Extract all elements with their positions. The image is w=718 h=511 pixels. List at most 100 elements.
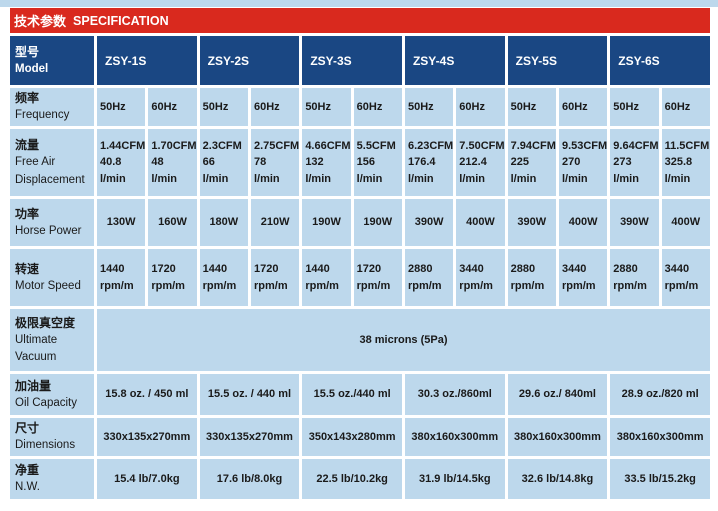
vacuum-label: 极限真空度 Ultimate Vacuum <box>10 309 94 371</box>
model-value: ZSY-2S <box>199 36 300 85</box>
flow-cfm: 7.50CFM <box>459 139 505 152</box>
flow-cfm: 2.75CFM <box>253 139 300 152</box>
frequency-label-en: Frequency <box>15 109 70 122</box>
flow-unit: l/min <box>151 172 177 185</box>
speed-unit: rpm/m <box>100 279 134 292</box>
flow-cfm: 7.94CFM <box>510 139 556 152</box>
flow-cfm: 9.64CFM <box>613 139 659 152</box>
weight-value: 33.5 lb/15.2kg <box>610 459 710 499</box>
row-dimensions: 尺寸 Dimensions 330x135x270mm 330x135x270m… <box>10 418 710 456</box>
dimensions-value: 380x160x300mm <box>404 418 505 456</box>
row-oil-capacity: 加油量 Oil Capacity 15.8 oz. / 450 ml 15.5 … <box>10 374 710 415</box>
flow-unit: l/min <box>407 172 434 185</box>
section-header: 技术参数 SPECIFICATION <box>10 8 710 33</box>
flow-cfm: 2.3CFM <box>202 139 242 152</box>
dimensions-value: 330x135x270mm <box>199 418 300 456</box>
flow-value: 6.23CFM 176.4 l/min <box>404 129 454 196</box>
flow-lmin: 176.4 <box>407 156 436 169</box>
flow-lmin: 156 <box>356 156 375 169</box>
speed-rpm: 1720 <box>253 263 279 275</box>
power-label-cn: 功率 <box>15 206 40 221</box>
power-value: 400W <box>661 199 710 246</box>
speed-value: 1440 rpm/m <box>302 249 351 306</box>
weight-value: 17.6 lb/8.0kg <box>199 459 300 499</box>
frequency-value: 50Hz <box>507 88 556 126</box>
speed-rpm: 3440 <box>561 263 587 275</box>
flow-unit: l/min <box>664 172 691 185</box>
speed-rpm: 3440 <box>664 263 690 275</box>
flow-value: 2.3CFM 66 l/min <box>199 129 248 196</box>
dimensions-value: 380x160x300mm <box>610 418 710 456</box>
speed-unit: rpm/m <box>305 279 339 292</box>
dimensions-value: 380x160x300mm <box>507 418 608 456</box>
frequency-label: 频率 Frequency <box>10 88 94 126</box>
dimensions-label-cn: 尺寸 <box>15 421 40 436</box>
flow-cfm: 11.5CFM <box>664 139 710 152</box>
power-value: 400W <box>456 199 505 246</box>
frequency-label-cn: 频率 <box>15 91 40 106</box>
speed-unit: rpm/m <box>459 279 493 292</box>
weight-label-cn: 净重 <box>15 463 40 478</box>
section-title-en: SPECIFICATION <box>73 13 169 28</box>
model-value: ZSY-3S <box>302 36 402 85</box>
flow-unit: l/min <box>202 172 229 185</box>
speed-value: 3440 rpm/m <box>456 249 505 306</box>
weight-value: 22.5 lb/10.2kg <box>302 459 402 499</box>
flow-unit: l/min <box>459 172 485 185</box>
dimensions-value: 350x143x280mm <box>302 418 402 456</box>
speed-value: 2880 rpm/m <box>610 249 659 306</box>
speed-value: 3440 rpm/m <box>558 249 608 306</box>
flow-lmin: 78 <box>253 156 267 169</box>
speed-rpm: 3440 <box>459 263 484 275</box>
flow-value: 11.5CFM 325.8 l/min <box>661 129 710 196</box>
speed-value: 1720 rpm/m <box>148 249 197 306</box>
speed-label: 转速 Motor Speed <box>10 249 94 306</box>
weight-label: 净重 N.W. <box>10 459 94 499</box>
oil-value: 15.8 oz. / 450 ml <box>97 374 197 415</box>
speed-value: 2880 rpm/m <box>404 249 454 306</box>
power-value: 400W <box>558 199 608 246</box>
flow-unit: l/min <box>305 172 331 185</box>
speed-unit: rpm/m <box>407 279 442 292</box>
flow-unit: l/min <box>100 172 126 185</box>
speed-rpm: 1720 <box>151 263 176 275</box>
row-free-air-displacement: 流量 Free Air Displacement 1.44CFM 40.8 l/mi… <box>10 129 710 196</box>
power-label-en: Horse Power <box>15 224 82 237</box>
frequency-value: 50Hz <box>199 88 248 126</box>
frequency-value: 60Hz <box>250 88 300 126</box>
flow-lmin: 212.4 <box>459 156 487 169</box>
speed-unit: rpm/m <box>510 279 545 292</box>
speed-unit: rpm/m <box>202 279 237 292</box>
row-horse-power: 功率 Horse Power 130W 160W 180W 210W 190W … <box>10 199 710 246</box>
speed-value: 1440 rpm/m <box>97 249 146 306</box>
power-value: 190W <box>302 199 351 246</box>
flow-cfm: 6.23CFM <box>407 139 454 152</box>
weight-value: 32.6 lb/14.8kg <box>507 459 608 499</box>
power-label: 功率 Horse Power <box>10 199 94 246</box>
flow-lmin: 273 <box>613 156 632 169</box>
flow-lmin: 40.8 <box>100 156 122 169</box>
frequency-value: 60Hz <box>558 88 608 126</box>
oil-value: 15.5 oz. / 440 ml <box>199 374 300 415</box>
frequency-value: 50Hz <box>97 88 146 126</box>
flow-value: 7.50CFM 212.4 l/min <box>456 129 505 196</box>
speed-value: 2880 rpm/m <box>507 249 556 306</box>
power-value: 390W <box>404 199 454 246</box>
flow-value: 9.53CFM 270 l/min <box>558 129 608 196</box>
oil-value: 15.5 oz./440 ml <box>302 374 402 415</box>
speed-rpm: 2880 <box>510 263 536 275</box>
dimensions-label-en: Dimensions <box>15 439 76 452</box>
speed-label-cn: 转速 <box>15 261 40 276</box>
vacuum-label-cn: 极限真空度 <box>15 315 76 330</box>
frequency-value: 50Hz <box>404 88 454 126</box>
spec-table: 型号 Model ZSY-1S ZSY-2S ZSY-3S ZSY-4S ZSY… <box>7 33 713 502</box>
flow-cfm: 4.66CFM <box>305 139 351 152</box>
speed-value: 1720 rpm/m <box>250 249 300 306</box>
flow-unit: l/min <box>356 172 383 185</box>
flow-unit: l/min <box>561 172 588 185</box>
speed-unit: rpm/m <box>613 279 647 292</box>
frequency-value: 60Hz <box>456 88 505 126</box>
frequency-value: 50Hz <box>302 88 351 126</box>
flow-label: 流量 Free Air Displacement <box>10 129 94 196</box>
model-label: 型号 Model <box>10 36 94 85</box>
